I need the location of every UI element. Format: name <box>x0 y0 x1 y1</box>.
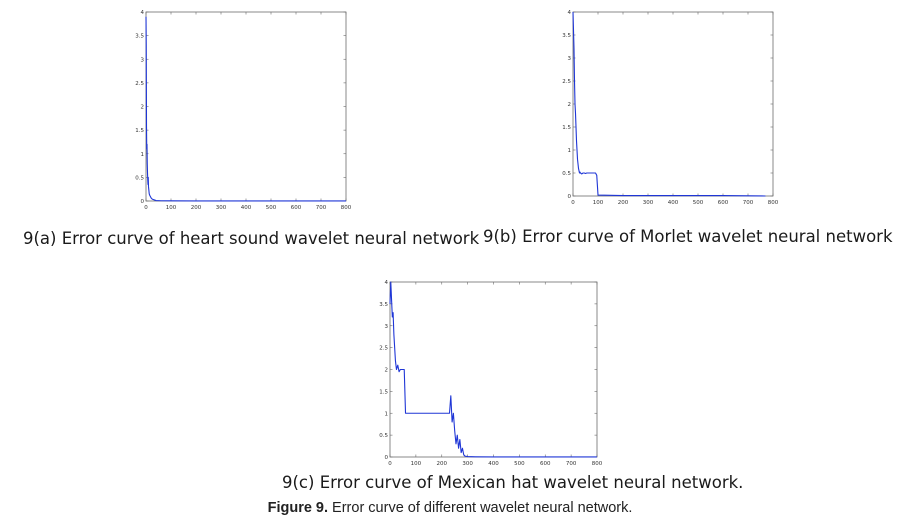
y-tick-label: 3 <box>385 324 389 330</box>
y-tick-label: 0 <box>385 455 389 461</box>
x-tick-label: 200 <box>618 200 629 206</box>
error-curve-chart-c: 0 100 200 300 400 500 600 700 800 0 0.5 1 1.5 2 2.5 3 3.… <box>379 280 603 467</box>
x-tick-label: 700 <box>316 205 327 211</box>
y-tick-label: 4 <box>385 280 389 286</box>
x-tick-label: 200 <box>191 205 202 211</box>
y-tick-label: 0.5 <box>562 171 571 177</box>
error-curve-line-b <box>572 11 766 197</box>
x-tick-label: 400 <box>241 205 252 211</box>
y-tick-label: 1.5 <box>379 389 388 395</box>
error-curve-chart-b: 0 100 200 300 400 500 600 700 800 0 0.5 1 1.5 2 2.5 3 3.… <box>562 10 779 206</box>
figure-caption-text: Error curve of different wavelet neural … <box>328 500 633 516</box>
y-tick-label: 0 <box>568 194 572 200</box>
x-tick-label: 800 <box>768 200 779 206</box>
y-tick-label: 3 <box>141 57 145 63</box>
x-tick-label: 700 <box>566 461 577 467</box>
x-tick-label: 0 <box>144 205 148 211</box>
x-tick-label: 600 <box>540 461 551 467</box>
x-tick-label: 600 <box>291 205 302 211</box>
x-tick-label: 0 <box>571 200 575 206</box>
y-tick-label: 1 <box>141 152 145 158</box>
chart-panel-a: 0 100 200 300 400 500 600 700 800 0 0.5 1 1.5 2 2.5 3 3.… <box>0 0 479 255</box>
plot-area-c <box>389 281 598 458</box>
x-tick-label: 700 <box>743 200 754 206</box>
x-tick-label: 300 <box>216 205 227 211</box>
x-tick-label: 300 <box>462 461 473 467</box>
y-tick-label: 1.5 <box>562 125 571 131</box>
y-tick-label: 2 <box>385 368 389 374</box>
y-tick-label: 4 <box>568 10 572 16</box>
x-tick-label: 100 <box>411 461 422 467</box>
y-tick-label: 0.5 <box>379 433 388 439</box>
y-tick-label: 3 <box>568 56 572 62</box>
x-tick-label: 300 <box>643 200 654 206</box>
x-tick-label: 400 <box>668 200 679 206</box>
y-tick-label: 1 <box>568 148 572 154</box>
y-tick-label: 2.5 <box>562 79 571 85</box>
y-tick-label: 2 <box>568 102 572 108</box>
y-tick-label: 3.5 <box>379 302 388 308</box>
x-tick-label: 800 <box>592 461 603 467</box>
plot-area-a <box>145 11 347 202</box>
x-tick-label: 0 <box>388 461 392 467</box>
y-tick-label: 3.5 <box>135 34 144 40</box>
y-tick-label: 2 <box>141 105 145 111</box>
chart-caption-c: 9(c) Error curve of Mexican hat wavelet … <box>282 473 744 492</box>
x-tick-label: 100 <box>166 205 177 211</box>
x-tick-label: 500 <box>514 461 525 467</box>
y-tick-label: 1.5 <box>135 128 144 134</box>
x-tick-label: 200 <box>437 461 448 467</box>
error-curve-line-a <box>145 16 346 202</box>
y-tick-label: 2.5 <box>135 81 144 87</box>
y-tick-label: 2.5 <box>379 346 388 352</box>
y-tick-label: 4 <box>141 10 145 16</box>
x-tick-label: 500 <box>266 205 277 211</box>
x-tick-label: 600 <box>718 200 729 206</box>
x-tick-label: 400 <box>488 461 499 467</box>
chart-panel-c: 0 100 200 300 400 500 600 700 800 0 0.5 1 1.5 2 2.5 3 3.… <box>360 270 620 500</box>
chart-caption-b: 9(b) Error curve of Morlet wavelet neura… <box>483 227 893 246</box>
y-tick-label: 0 <box>141 199 145 205</box>
chart-panel-b: 0 100 200 300 400 500 600 700 800 0 0.5 1 1.5 2 2.5 3 3.… <box>450 0 900 255</box>
error-curve-chart-a: 0 100 200 300 400 500 600 700 800 0 0.5 1 1.5 2 2.5 3 3.… <box>135 10 352 211</box>
error-curve-line-c <box>389 281 597 458</box>
figure-caption: Figure 9. Error curve of different wavel… <box>0 500 900 516</box>
y-tick-label: 0.5 <box>135 175 144 181</box>
y-tick-label: 1 <box>385 411 389 417</box>
y-tick-label: 3.5 <box>562 33 571 39</box>
plot-area-b <box>572 11 774 197</box>
x-tick-label: 500 <box>693 200 704 206</box>
chart-caption-a: 9(a) Error curve of heart sound wavelet … <box>23 229 480 248</box>
x-tick-label: 100 <box>593 200 604 206</box>
x-tick-label: 800 <box>341 205 352 211</box>
figure-caption-label: Figure 9. <box>267 500 329 516</box>
